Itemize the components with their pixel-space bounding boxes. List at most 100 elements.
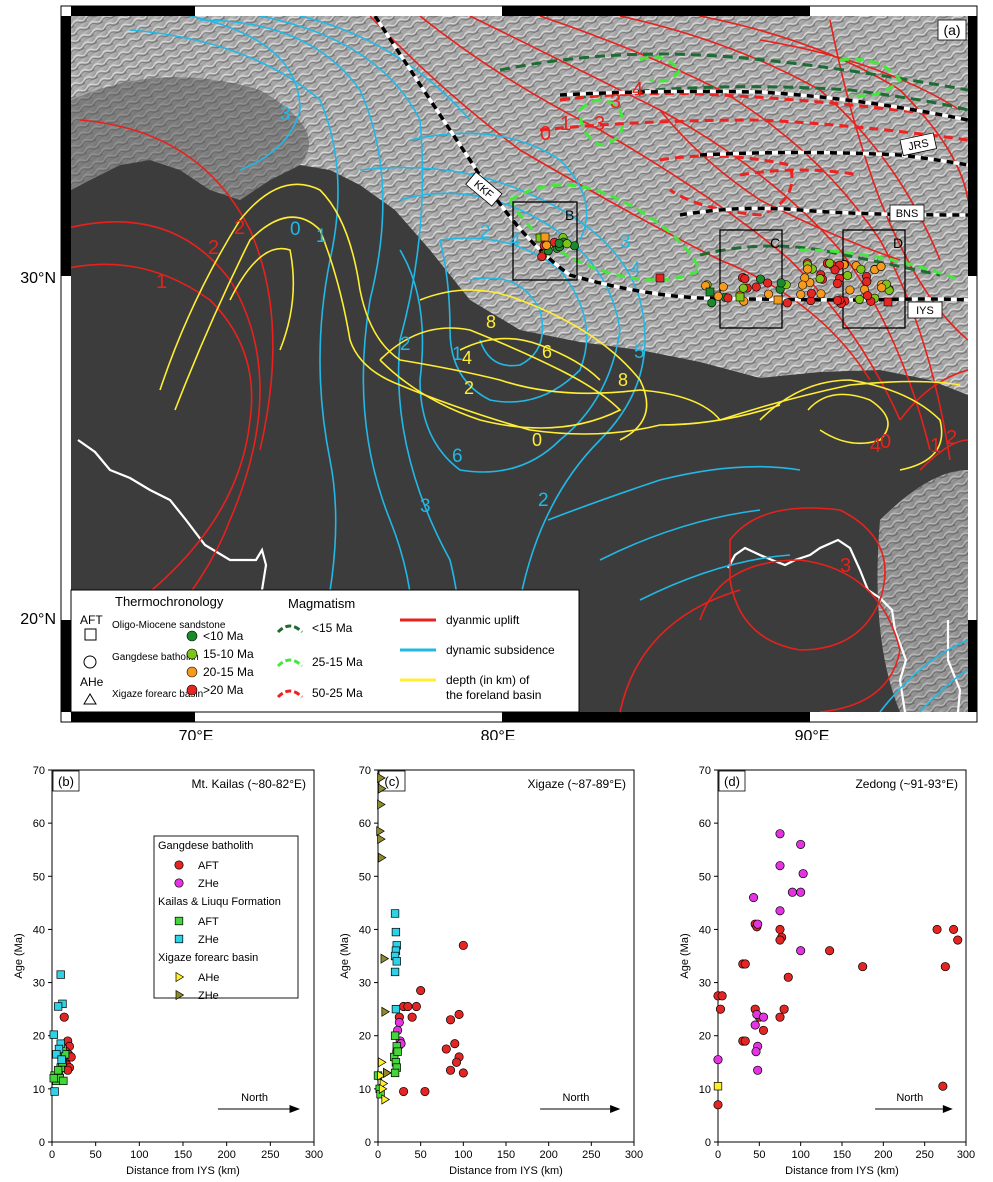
- data-point: [53, 1002, 63, 1011]
- uplift-contour-label: 1: [560, 113, 571, 135]
- y-tick-label: 70: [359, 765, 371, 777]
- data-point: [49, 1074, 58, 1083]
- data-point: [396, 1039, 406, 1049]
- lon-tick-70: 70°E: [179, 728, 214, 740]
- north-arrow-label: North: [896, 1092, 923, 1104]
- series-gangdese-batholith-zhe: [713, 829, 808, 1075]
- data-point: [383, 1067, 392, 1079]
- legend-item-label: ZHe: [198, 934, 219, 946]
- data-point: [949, 924, 959, 934]
- subsidence-contour-label: 0: [290, 219, 301, 240]
- data-point: [52, 1050, 61, 1059]
- legend-age-gt20: >20 Ma: [203, 683, 244, 697]
- scatter-panel-c: 0 50 100 150 200 250 300 0 10 20 30 40 50 60 70 Distanc…: [339, 765, 643, 1177]
- data-point: [798, 869, 808, 879]
- data-point: [377, 799, 386, 810]
- subsidence-contour-label: 3: [620, 232, 631, 253]
- foreland-depth-label: 6: [542, 342, 552, 362]
- plot-legend: [153, 835, 299, 999]
- data-point: [411, 1001, 421, 1012]
- uplift-contour-label: 1: [930, 435, 941, 457]
- y-tick-label: 0: [39, 1137, 45, 1149]
- data-point: [377, 1070, 386, 1081]
- x-tick-label: 250: [261, 1149, 279, 1161]
- series-kailas-liuqu-formation-aft: [49, 1044, 70, 1086]
- y-tick-label: 70: [33, 765, 45, 777]
- x-tick-label: 300: [305, 1149, 323, 1161]
- data-point: [393, 1025, 403, 1035]
- data-point: [390, 967, 400, 977]
- data-point: [454, 1009, 464, 1020]
- north-arrow-head: [942, 1105, 953, 1113]
- legend-marker: [175, 989, 185, 1001]
- plot-frame: [717, 769, 967, 1143]
- y-tick-label: 10: [359, 1084, 371, 1096]
- uplift-contour-label: 0: [540, 123, 551, 145]
- data-point: [441, 1044, 451, 1054]
- fault-trace: [559, 89, 968, 122]
- y-tick-label: 40: [359, 924, 371, 936]
- x-tick-label: 100: [130, 1149, 148, 1161]
- north-arrow-head: [610, 1105, 621, 1113]
- map-sample-marker: [707, 298, 717, 308]
- study-box-label: B: [565, 207, 574, 223]
- north-arrow-label: North: [563, 1092, 590, 1104]
- data-point: [752, 1009, 762, 1020]
- lon-tick-90: 90°E: [795, 728, 830, 740]
- data-point: [390, 1052, 399, 1062]
- map-sample-marker: [816, 289, 826, 299]
- series-gangdese-batholith-aft: [713, 919, 963, 1110]
- map-sample-marker: [755, 274, 765, 284]
- map-sample-marker: [883, 297, 893, 307]
- x-tick-label: 0: [49, 1149, 55, 1161]
- fault-label-iys: IYS: [907, 301, 943, 319]
- data-point: [750, 1020, 760, 1030]
- data-point: [392, 1042, 401, 1051]
- data-point: [52, 1076, 61, 1086]
- map-sample-marker: [569, 241, 579, 251]
- uplift-contour: [899, 369, 968, 421]
- panel-label-box: [52, 770, 80, 792]
- data-point: [754, 1012, 764, 1022]
- subsidence-contour: [547, 465, 801, 521]
- data-point: [378, 1057, 387, 1068]
- map-sample-marker: [723, 293, 733, 303]
- data-point: [775, 861, 785, 871]
- legend-magmatism-title: Magmatism: [288, 596, 355, 611]
- legend-item-label: ZHe: [198, 878, 219, 890]
- subsidence-contour: [599, 509, 761, 561]
- data-point: [717, 991, 727, 1001]
- svg-text:JRS: JRS: [907, 137, 930, 153]
- data-point: [375, 1084, 384, 1094]
- lat-tick-30: 30°N: [20, 270, 56, 287]
- y-tick-label: 40: [699, 924, 711, 936]
- data-point: [787, 887, 797, 897]
- map-sample-marker: [655, 273, 665, 283]
- series-kailas-liuqu-formation-zhe: [390, 909, 401, 1014]
- data-point: [775, 924, 785, 934]
- uplift-contour: [79, 119, 274, 451]
- legend-sym-square-label: Oligo-Miocene sandstone: [112, 620, 226, 631]
- x-tick-label: 200: [874, 1149, 892, 1161]
- data-point: [50, 1071, 59, 1080]
- uplift-contour-label: 3: [610, 91, 621, 113]
- uplift-contour-label: 2: [208, 237, 219, 259]
- map-sample-marker: [833, 295, 843, 305]
- x-tick-label: 250: [915, 1149, 933, 1161]
- uplift-contour-label: 3: [594, 113, 605, 135]
- panel-label-box: [718, 770, 746, 792]
- subsidence-contour-label: 3: [280, 104, 291, 125]
- x-tick-label: 0: [375, 1149, 381, 1161]
- data-point: [64, 1049, 74, 1059]
- subsidence-contour: [129, 29, 339, 712]
- fault-trace: [699, 150, 968, 167]
- data-point: [713, 1055, 723, 1065]
- map-sample-marker: [815, 274, 825, 284]
- data-point: [58, 999, 67, 1008]
- subsidence-contour: [469, 277, 544, 367]
- foreland-depth-label: 4: [462, 348, 472, 368]
- subsidence-contour: [189, 16, 301, 171]
- lon-tick-80: 80°E: [481, 728, 516, 740]
- panel-title: Mt. Kailas (~80-82°E): [191, 777, 306, 791]
